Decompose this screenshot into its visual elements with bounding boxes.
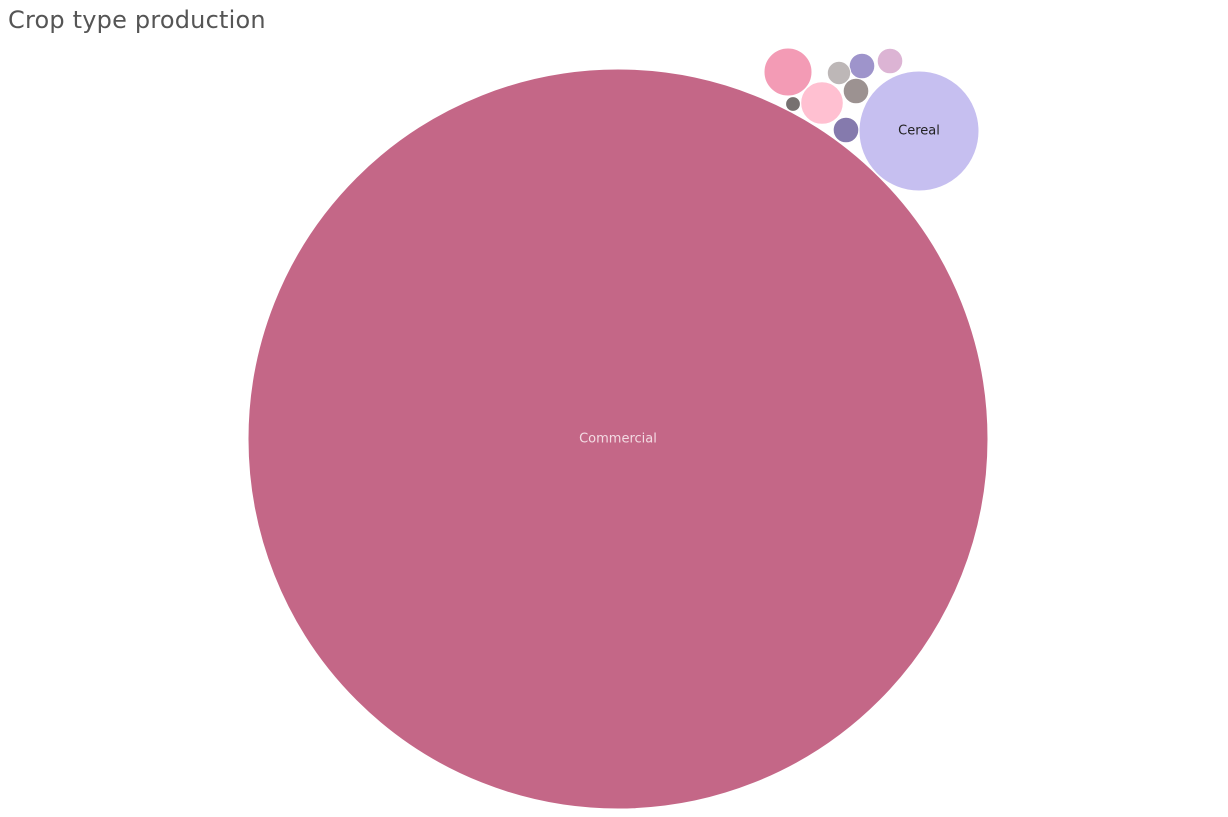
bubble-unlabeled-2[interactable] <box>763 47 813 97</box>
bubble-unlabeled-6[interactable] <box>842 77 870 105</box>
bubble-unlabeled-9[interactable] <box>785 96 801 112</box>
bubble-unlabeled-4[interactable] <box>876 47 904 75</box>
chart-title: Crop type production <box>8 6 266 34</box>
bubble-unlabeled-8[interactable] <box>826 60 852 86</box>
bubble-label-commercial: Commercial <box>579 432 657 447</box>
bubble-unlabeled-7[interactable] <box>832 116 860 144</box>
bubble-commercial[interactable] <box>247 68 989 810</box>
bubble-unlabeled-5[interactable] <box>848 52 876 80</box>
bubble-label-cereal: Cereal <box>898 124 940 139</box>
bubble-unlabeled-3[interactable] <box>800 81 844 125</box>
